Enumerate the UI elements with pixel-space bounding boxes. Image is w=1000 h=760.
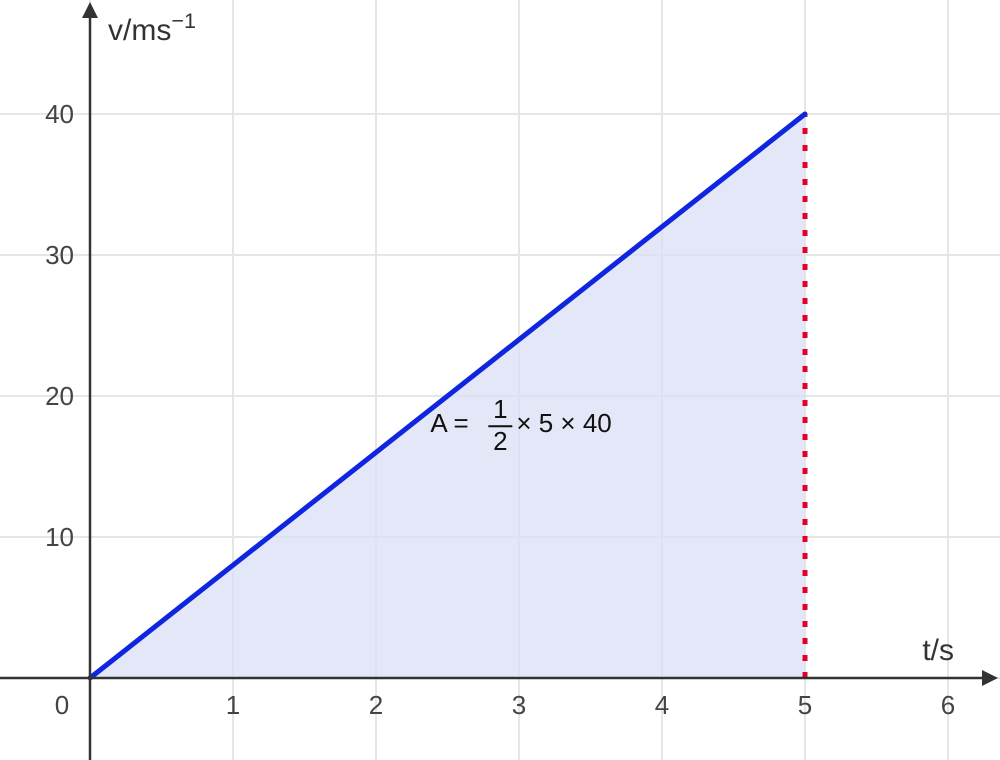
x-tick-label: 1 <box>226 690 240 720</box>
svg-text:1: 1 <box>493 394 507 424</box>
velocity-time-chart: 012345610203040v/ms−1t/sA = 12 × 5 × 40 <box>0 0 1000 760</box>
x-tick-label: 3 <box>512 690 526 720</box>
y-tick-label: 10 <box>45 522 74 552</box>
y-tick-label: 40 <box>45 99 74 129</box>
svg-text:× 5 × 40: × 5 × 40 <box>516 408 611 438</box>
svg-text:A =: A = <box>430 408 468 438</box>
y-tick-label: 30 <box>45 240 74 270</box>
x-axis-label: t/s <box>922 634 954 667</box>
x-tick-label: 6 <box>941 690 955 720</box>
y-tick-label: 20 <box>45 381 74 411</box>
x-tick-label: 4 <box>655 690 669 720</box>
x-tick-label: 2 <box>369 690 383 720</box>
svg-text:2: 2 <box>493 426 507 456</box>
chart-svg: 012345610203040v/ms−1t/sA = 12 × 5 × 40 <box>0 0 1000 760</box>
x-tick-label: 0 <box>55 690 69 720</box>
x-tick-label: 5 <box>798 690 812 720</box>
